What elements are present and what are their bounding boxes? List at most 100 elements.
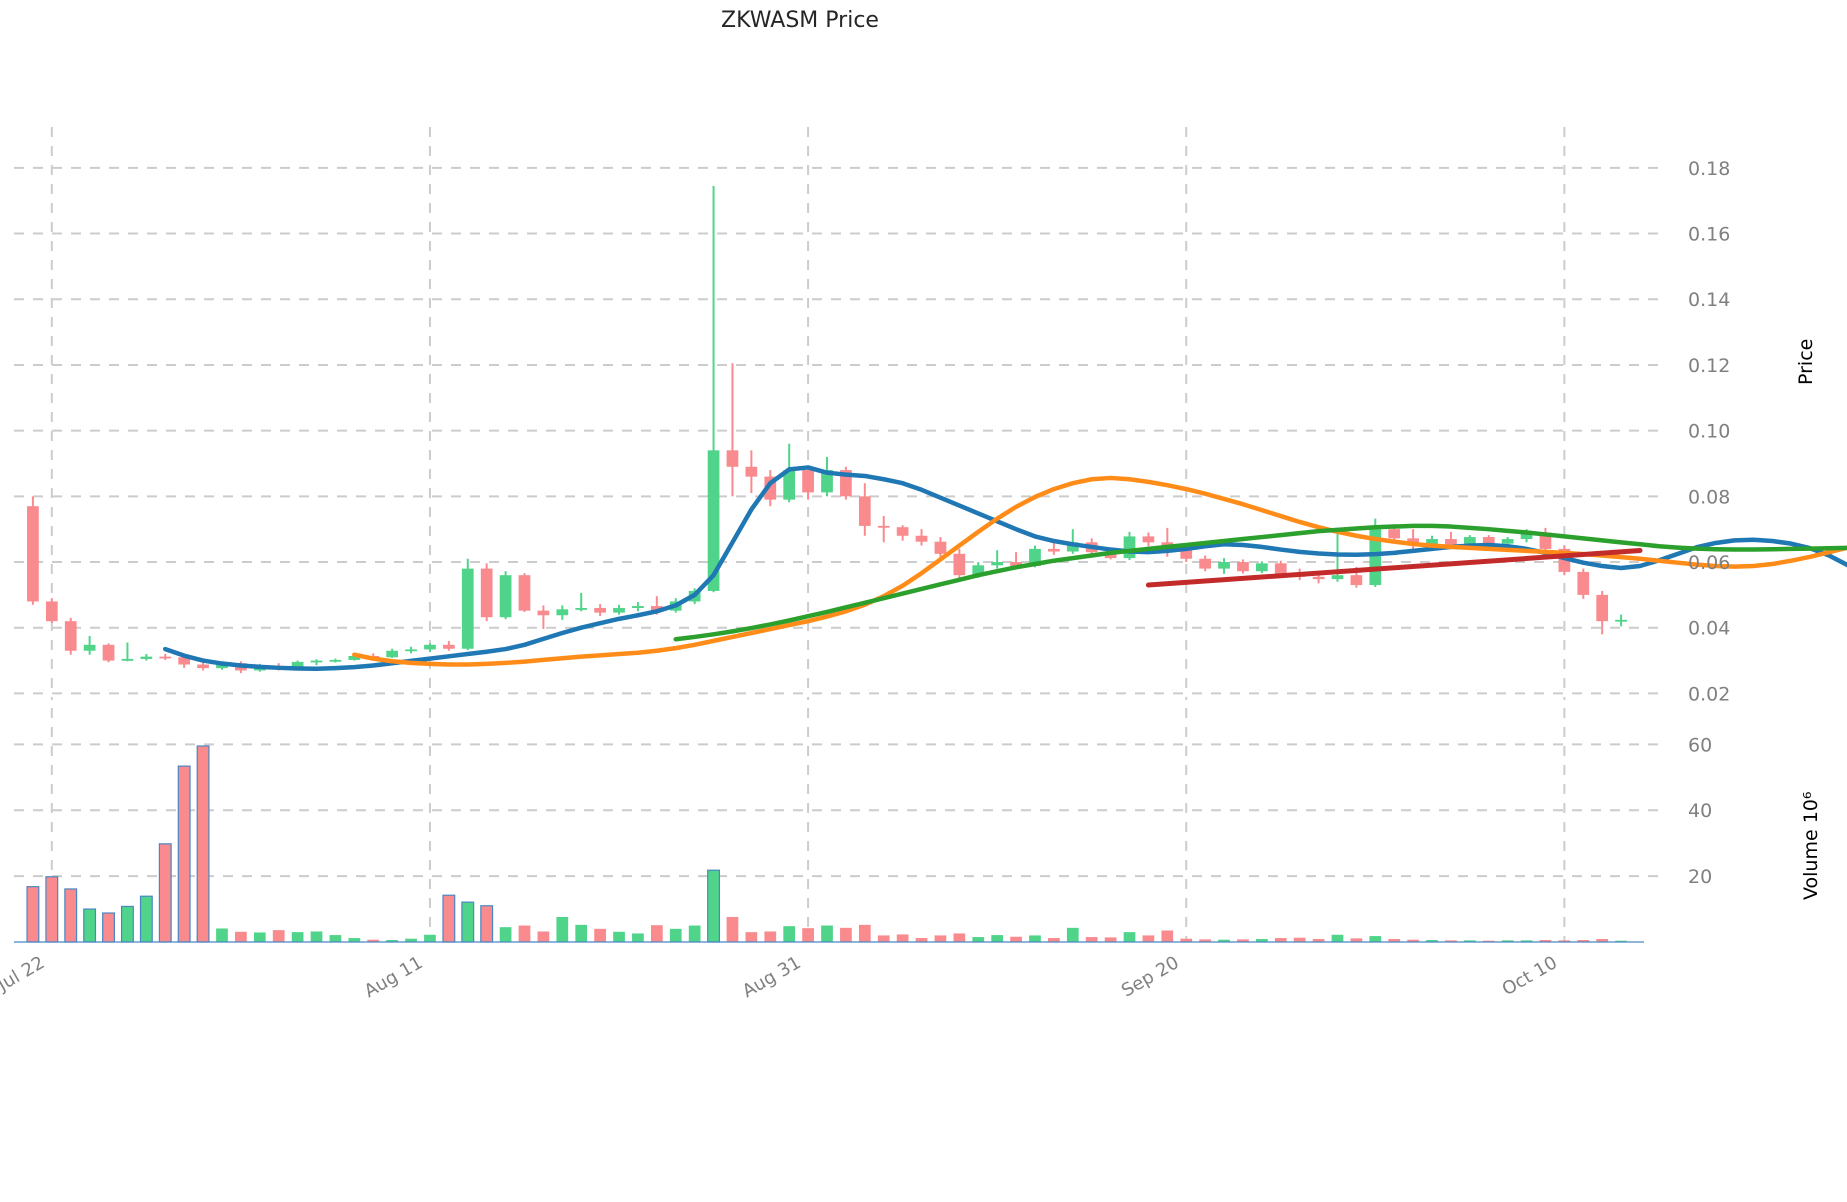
candle-body bbox=[45, 601, 58, 622]
volume-bar bbox=[594, 928, 606, 942]
volume-bar bbox=[235, 931, 247, 942]
candle-body bbox=[1066, 542, 1079, 552]
volume-bar bbox=[1426, 940, 1438, 942]
moving-average-lines-layer bbox=[163, 465, 1847, 672]
volume-tick-label: 60 bbox=[1688, 734, 1712, 756]
volume-bar bbox=[442, 894, 456, 943]
volume-tick-label: 40 bbox=[1688, 800, 1712, 822]
candle-body bbox=[159, 656, 172, 659]
candle-body bbox=[1255, 563, 1268, 572]
price-tick-label: 0.04 bbox=[1688, 618, 1730, 640]
candle-body bbox=[140, 656, 153, 659]
axis-ticks-layer: 0.18 0.16 0.14 0.12 0.10 0.08 0.06 0.04 0.02 60 40… bbox=[0, 158, 1730, 1002]
volume-bar bbox=[1293, 937, 1306, 942]
candle-body bbox=[1501, 539, 1514, 544]
candle-body bbox=[972, 565, 985, 576]
candle-body bbox=[934, 541, 947, 554]
volume-bar bbox=[386, 940, 399, 942]
candle-body bbox=[64, 621, 77, 651]
candle-body bbox=[1331, 575, 1344, 580]
volume-bar bbox=[1274, 938, 1287, 942]
candle-body bbox=[348, 655, 361, 660]
candle-body bbox=[556, 609, 569, 616]
candle-body bbox=[442, 644, 455, 649]
candle-body bbox=[461, 568, 474, 649]
candle-body bbox=[896, 527, 909, 536]
volume-bar bbox=[177, 765, 191, 943]
candle-body bbox=[821, 470, 833, 493]
candle-body bbox=[1388, 529, 1401, 539]
volume-bar bbox=[707, 869, 721, 943]
candle-body bbox=[1615, 619, 1627, 622]
candle-body bbox=[386, 650, 399, 658]
volume-bar bbox=[1558, 940, 1571, 942]
volume-bar bbox=[405, 938, 417, 942]
volume-bar bbox=[329, 935, 342, 942]
volume-bar bbox=[348, 938, 361, 942]
candle-body bbox=[518, 575, 531, 611]
volume-axis-label: Volume 10⁶ bbox=[1800, 791, 1822, 901]
volume-bar bbox=[1199, 939, 1212, 942]
price-tick-label: 0.18 bbox=[1688, 158, 1730, 180]
volume-bar bbox=[83, 908, 97, 943]
volume-bar bbox=[1615, 940, 1627, 942]
price-tick-label: 0.06 bbox=[1688, 552, 1730, 574]
volume-bar bbox=[1123, 932, 1136, 942]
candle-body bbox=[499, 575, 512, 618]
candle-body bbox=[726, 450, 739, 467]
candle-body bbox=[1104, 552, 1117, 559]
volume-bar bbox=[953, 933, 966, 942]
volume-bar bbox=[840, 927, 852, 942]
moving-average-line bbox=[352, 475, 1847, 667]
volume-bar bbox=[1388, 939, 1401, 942]
candle-body bbox=[291, 661, 304, 670]
candle-body bbox=[1237, 562, 1249, 572]
candle-body bbox=[650, 606, 663, 611]
trend-line bbox=[1145, 548, 1643, 588]
x-tick-label: Sep 20 bbox=[1118, 952, 1183, 1001]
candle-body bbox=[537, 610, 550, 616]
volume-bar bbox=[102, 912, 115, 943]
volume-bar bbox=[1180, 938, 1193, 942]
candle-body bbox=[1426, 539, 1438, 546]
volume-bar bbox=[1104, 937, 1117, 942]
candle-body bbox=[480, 568, 493, 618]
volume-bar bbox=[480, 905, 494, 943]
candle-body bbox=[1123, 536, 1136, 559]
volume-bar bbox=[1161, 930, 1174, 942]
volume-bar bbox=[1350, 938, 1363, 942]
volume-bar bbox=[196, 745, 210, 943]
volume-bar bbox=[253, 932, 266, 942]
price-axis-label: Price bbox=[1795, 338, 1817, 385]
candle-body bbox=[802, 470, 814, 493]
volume-tick-label: 20 bbox=[1688, 866, 1712, 888]
candle-body bbox=[613, 608, 625, 613]
volume-bar bbox=[1218, 939, 1230, 942]
candle-body bbox=[877, 525, 890, 528]
volume-bar bbox=[1237, 939, 1249, 942]
volume-bar bbox=[1255, 939, 1268, 942]
volume-bar bbox=[934, 935, 947, 942]
volume-bar bbox=[896, 934, 909, 942]
x-tick-label: Oct 10 bbox=[1499, 952, 1561, 1000]
volume-bar bbox=[764, 931, 777, 942]
candle-body bbox=[1445, 539, 1457, 545]
volume-bar bbox=[461, 901, 475, 943]
volume-bar bbox=[1501, 940, 1514, 942]
candle-body bbox=[1048, 548, 1060, 552]
candle-body bbox=[1180, 550, 1193, 559]
candle-body bbox=[83, 644, 96, 651]
candle-body bbox=[1029, 548, 1041, 566]
volume-bar bbox=[632, 933, 644, 942]
volume-bar bbox=[120, 905, 134, 943]
candle-body bbox=[197, 664, 209, 669]
x-tick-label: Aug 31 bbox=[739, 952, 805, 1002]
volume-bar bbox=[518, 925, 531, 942]
volume-bar bbox=[272, 930, 285, 942]
volume-bar bbox=[1369, 936, 1382, 942]
candle-body bbox=[329, 659, 342, 662]
candle-body bbox=[1142, 536, 1155, 543]
volume-bar bbox=[1407, 939, 1419, 942]
volume-bar bbox=[688, 925, 701, 942]
